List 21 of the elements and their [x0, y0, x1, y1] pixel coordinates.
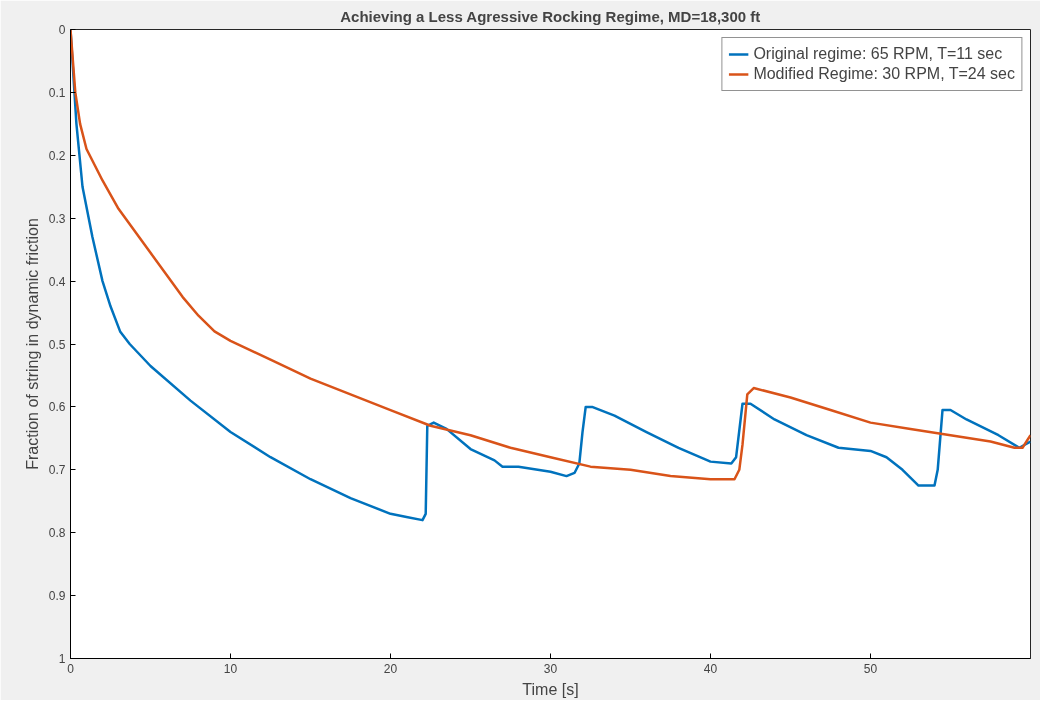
x-axis-title: Time [s] [522, 680, 579, 698]
y-tick-label: 0.7 [48, 463, 66, 478]
y-tick-label: 0.8 [48, 526, 66, 541]
x-tick-label: 30 [543, 661, 558, 676]
y-tick-label: 0 [58, 23, 66, 37]
chart-title: Achieving a Less Agressive Rocking Regime, MD=18,300 ft [340, 7, 761, 25]
x-tick-label: 50 [863, 661, 878, 676]
y-tick-label: 0.6 [48, 400, 66, 415]
legend-label: Original regime: 65 RPM, T=11 sec [753, 45, 1003, 63]
x-tick-label: 40 [703, 661, 718, 676]
y-tick-label: 0.1 [48, 85, 66, 100]
y-axis-title: Fraction of string in dynamic friction [23, 218, 41, 470]
x-tick-label: 20 [383, 661, 398, 676]
y-tick-label: 0.3 [48, 211, 66, 226]
y-tick-label: 1 [58, 652, 66, 666]
y-tick-label: 0.5 [48, 337, 66, 352]
x-tick-label: 10 [223, 661, 238, 676]
y-tick-label: 0.2 [48, 148, 66, 163]
y-tick-label: 0.9 [48, 589, 66, 604]
legend-label: Modified Regime: 30 RPM, T=24 sec [753, 65, 1015, 83]
y-tick-label: 0.4 [48, 274, 66, 289]
